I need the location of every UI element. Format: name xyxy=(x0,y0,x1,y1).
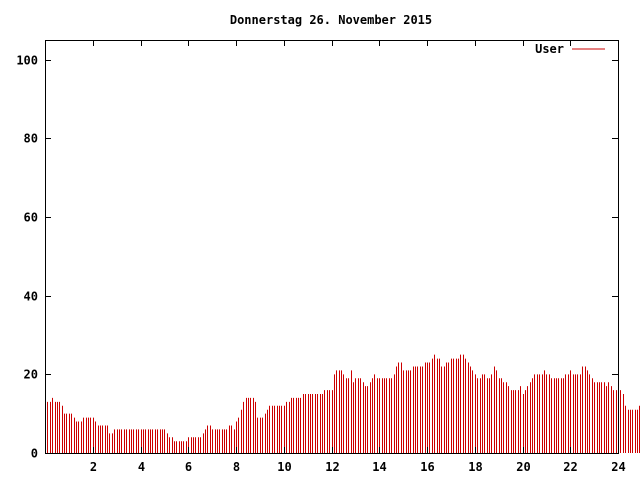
x-tick-label: 18 xyxy=(468,460,482,474)
x-tick-label: 22 xyxy=(563,460,577,474)
bar-series-user xyxy=(45,354,640,453)
x-tick-label: 24 xyxy=(611,460,625,474)
x-axis: 2 4 6 8 10 12 14 16 18 20 22 24 xyxy=(45,40,626,474)
y-tick-label: 100 xyxy=(16,54,38,68)
x-tick-label: 20 xyxy=(516,460,530,474)
y-tick-label: 60 xyxy=(24,211,38,225)
x-tick-label: 16 xyxy=(420,460,434,474)
x-tick-label: 6 xyxy=(185,460,192,474)
y-tick-label: 20 xyxy=(24,368,38,382)
y-tick-label: 40 xyxy=(24,290,38,304)
y-axis: 0 20 40 60 80 100 xyxy=(16,54,618,461)
x-tick-label: 12 xyxy=(325,460,339,474)
x-tick-label: 14 xyxy=(372,460,386,474)
y-tick-label: 80 xyxy=(24,132,38,146)
x-tick-label: 2 xyxy=(90,460,97,474)
x-tick-label: 8 xyxy=(233,460,240,474)
legend-label-user: User xyxy=(535,42,564,56)
x-tick-label: 10 xyxy=(277,460,291,474)
chart-title: Donnerstag 26. November 2015 xyxy=(230,13,432,27)
y-tick-label: 0 xyxy=(31,447,38,461)
x-tick-label: 4 xyxy=(138,460,145,474)
legend: User xyxy=(535,42,605,56)
